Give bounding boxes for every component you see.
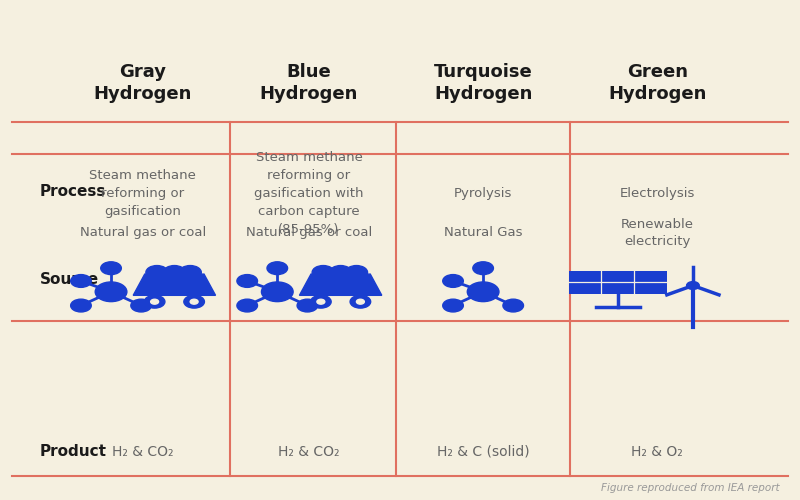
Circle shape [146, 266, 168, 280]
Circle shape [190, 299, 198, 304]
Circle shape [163, 266, 186, 280]
Circle shape [150, 299, 158, 304]
Text: Gray
Hydrogen: Gray Hydrogen [94, 63, 192, 104]
Circle shape [467, 282, 499, 302]
Text: H₂ & O₂: H₂ & O₂ [631, 444, 683, 458]
Circle shape [442, 274, 463, 287]
Circle shape [346, 266, 367, 280]
Circle shape [70, 299, 91, 312]
Text: Product: Product [40, 444, 106, 459]
Polygon shape [569, 270, 666, 294]
Polygon shape [299, 274, 382, 295]
Circle shape [473, 262, 494, 274]
Circle shape [184, 296, 205, 308]
Circle shape [237, 299, 258, 312]
Circle shape [237, 274, 258, 287]
Text: H₂ & C (solid): H₂ & C (solid) [437, 444, 530, 458]
Circle shape [131, 299, 151, 312]
Text: Steam methane
reforming or
gasification: Steam methane reforming or gasification [90, 169, 196, 218]
Circle shape [350, 296, 370, 308]
Text: Turquoise
Hydrogen: Turquoise Hydrogen [434, 63, 533, 104]
Text: Natural Gas: Natural Gas [444, 226, 522, 239]
Text: Figure reproduced from IEA report: Figure reproduced from IEA report [602, 484, 780, 494]
Circle shape [317, 299, 325, 304]
Text: Green
Hydrogen: Green Hydrogen [608, 63, 706, 104]
Circle shape [262, 282, 293, 302]
Text: Source: Source [40, 272, 99, 287]
Text: Electrolysis: Electrolysis [620, 187, 695, 200]
Text: Process: Process [40, 184, 106, 198]
Circle shape [95, 282, 127, 302]
Circle shape [330, 266, 352, 280]
Text: Blue
Hydrogen: Blue Hydrogen [260, 63, 358, 104]
Text: H₂ & CO₂: H₂ & CO₂ [112, 444, 174, 458]
Circle shape [179, 266, 202, 280]
Circle shape [101, 262, 122, 274]
Circle shape [503, 299, 523, 312]
Polygon shape [134, 274, 215, 295]
Text: Natural gas or coal: Natural gas or coal [79, 226, 206, 239]
Circle shape [144, 296, 165, 308]
Circle shape [312, 266, 334, 280]
Circle shape [357, 299, 364, 304]
Circle shape [297, 299, 318, 312]
Circle shape [267, 262, 287, 274]
Text: Steam methane
reforming or
gasification with
carbon capture
(85-95%): Steam methane reforming or gasification … [254, 151, 364, 236]
Text: Natural gas or coal: Natural gas or coal [246, 226, 372, 239]
Text: Renewable
electricity: Renewable electricity [621, 218, 694, 248]
Circle shape [310, 296, 331, 308]
Circle shape [686, 282, 699, 290]
Circle shape [442, 299, 463, 312]
Text: H₂ & CO₂: H₂ & CO₂ [278, 444, 340, 458]
Text: Pyrolysis: Pyrolysis [454, 187, 512, 200]
Circle shape [70, 274, 91, 287]
